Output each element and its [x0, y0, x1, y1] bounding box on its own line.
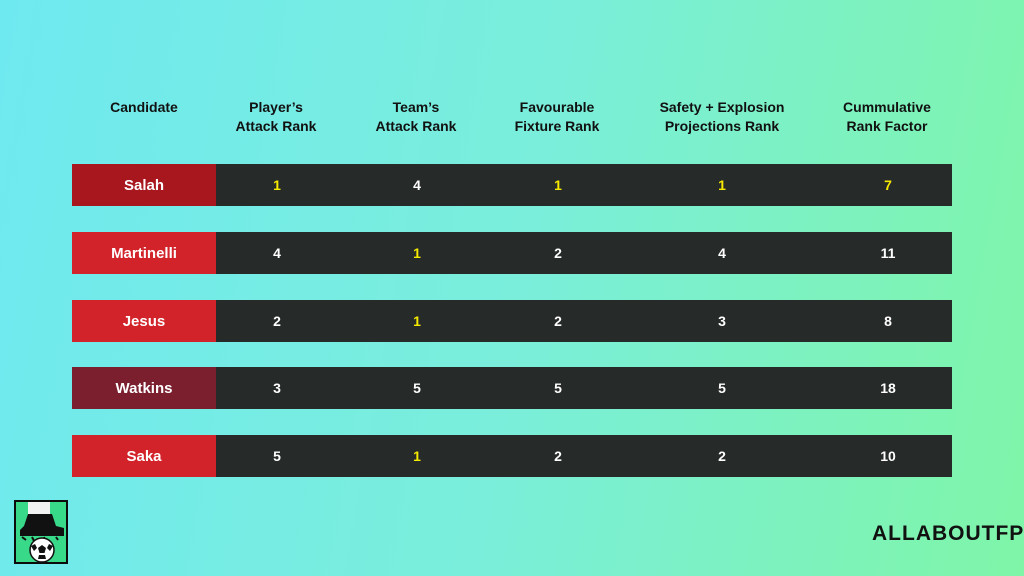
safety-explosion-rank-value: 5 — [718, 380, 726, 396]
rank-values: 2 1 2 3 8 — [216, 300, 952, 342]
fixture-rank-value: 2 — [554, 245, 562, 261]
brand-logo-text: ALLABOUTFPL — [872, 522, 1024, 545]
fixture-rank-value: 2 — [554, 448, 562, 464]
candidate-name: Salah — [72, 164, 216, 206]
candidate-name: Martinelli — [72, 232, 216, 274]
cumulative-rank-factor-value: 8 — [884, 313, 892, 329]
rank-values: 5 1 2 2 10 — [216, 435, 952, 477]
header-cumulative-rank-factor: Cummulative Rank Factor — [843, 99, 931, 134]
cumulative-rank-factor-value: 11 — [880, 245, 896, 261]
team-attack-rank-value: 4 — [413, 177, 421, 193]
team-attack-rank-value: 1 — [413, 245, 421, 261]
cumulative-rank-factor-value: 18 — [880, 380, 896, 396]
candidate-name: Watkins — [72, 367, 216, 409]
safety-explosion-rank-value: 4 — [718, 245, 726, 261]
candidate-name: Jesus — [72, 300, 216, 342]
rank-values: 1 4 1 1 7 — [216, 164, 952, 206]
boot-and-ball-icon — [14, 500, 68, 564]
player-attack-rank-value: 1 — [273, 177, 281, 193]
safety-explosion-rank-value: 3 — [718, 313, 726, 329]
table-header: Candidate Player’s Attack Rank Team’s At… — [72, 98, 952, 142]
table-row: Martinelli 4 1 2 4 11 — [72, 232, 952, 274]
safety-explosion-rank-value: 2 — [718, 448, 726, 464]
table-row: Saka 5 1 2 2 10 — [72, 435, 952, 477]
header-safety-explosion-rank: Safety + Explosion Projections Rank — [659, 99, 785, 134]
fixture-rank-value: 5 — [554, 380, 562, 396]
team-attack-rank-value: 1 — [413, 313, 421, 329]
cumulative-rank-factor-value: 7 — [884, 177, 892, 193]
player-attack-rank-value: 2 — [273, 313, 281, 329]
player-attack-rank-value: 4 — [273, 245, 281, 261]
header-player-attack-rank: Player’s Attack Rank — [235, 99, 317, 134]
table-row: Jesus 2 1 2 3 8 — [72, 300, 952, 342]
player-attack-rank-value: 5 — [273, 448, 281, 464]
cumulative-rank-factor-value: 10 — [880, 448, 896, 464]
header-team-attack-rank: Team’s Attack Rank — [375, 99, 457, 134]
safety-explosion-rank-value: 1 — [718, 177, 726, 193]
candidate-name: Saka — [72, 435, 216, 477]
fixture-rank-value: 2 — [554, 313, 562, 329]
header-candidate: Candidate — [110, 99, 178, 115]
team-attack-rank-value: 5 — [413, 380, 421, 396]
rank-values: 3 5 5 5 18 — [216, 367, 952, 409]
header-fixture-rank: Favourable Fixture Rank — [514, 99, 600, 134]
team-attack-rank-value: 1 — [413, 448, 421, 464]
table-row: Watkins 3 5 5 5 18 — [72, 367, 952, 409]
player-attack-rank-value: 3 — [273, 380, 281, 396]
fixture-rank-value: 1 — [554, 177, 562, 193]
table-row: Salah 1 4 1 1 7 — [72, 164, 952, 206]
rank-values: 4 1 2 4 11 — [216, 232, 952, 274]
